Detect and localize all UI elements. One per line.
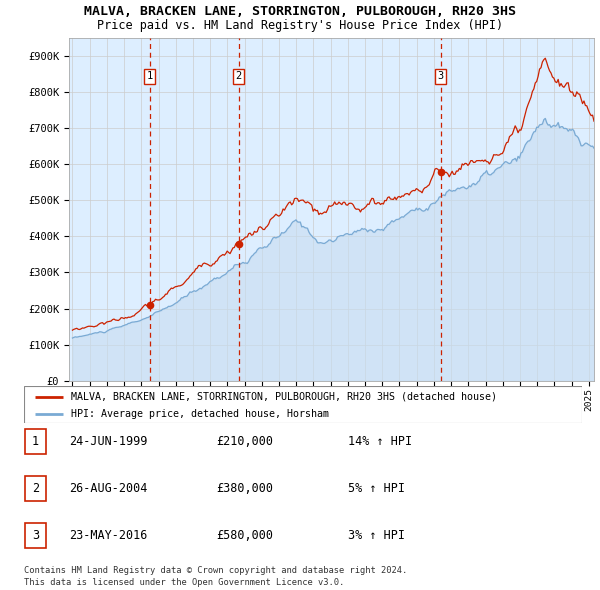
Text: 1: 1 [146,71,152,81]
Text: 23-MAY-2016: 23-MAY-2016 [69,529,148,542]
Text: 26-AUG-2004: 26-AUG-2004 [69,482,148,495]
Text: 14% ↑ HPI: 14% ↑ HPI [348,435,412,448]
Text: £210,000: £210,000 [216,435,273,448]
Text: This data is licensed under the Open Government Licence v3.0.: This data is licensed under the Open Gov… [24,578,344,587]
Text: 2: 2 [32,482,39,495]
Text: Price paid vs. HM Land Registry's House Price Index (HPI): Price paid vs. HM Land Registry's House … [97,19,503,32]
Text: HPI: Average price, detached house, Horsham: HPI: Average price, detached house, Hors… [71,408,329,418]
Text: MALVA, BRACKEN LANE, STORRINGTON, PULBOROUGH, RH20 3HS: MALVA, BRACKEN LANE, STORRINGTON, PULBOR… [84,5,516,18]
Text: 3% ↑ HPI: 3% ↑ HPI [348,529,405,542]
Text: 3: 3 [437,71,444,81]
Text: 1: 1 [32,435,39,448]
Text: Contains HM Land Registry data © Crown copyright and database right 2024.: Contains HM Land Registry data © Crown c… [24,566,407,575]
Text: 24-JUN-1999: 24-JUN-1999 [69,435,148,448]
Text: MALVA, BRACKEN LANE, STORRINGTON, PULBOROUGH, RH20 3HS (detached house): MALVA, BRACKEN LANE, STORRINGTON, PULBOR… [71,392,497,402]
Text: 5% ↑ HPI: 5% ↑ HPI [348,482,405,495]
Text: £580,000: £580,000 [216,529,273,542]
Text: 3: 3 [32,529,39,542]
Text: £380,000: £380,000 [216,482,273,495]
Text: 2: 2 [235,71,242,81]
